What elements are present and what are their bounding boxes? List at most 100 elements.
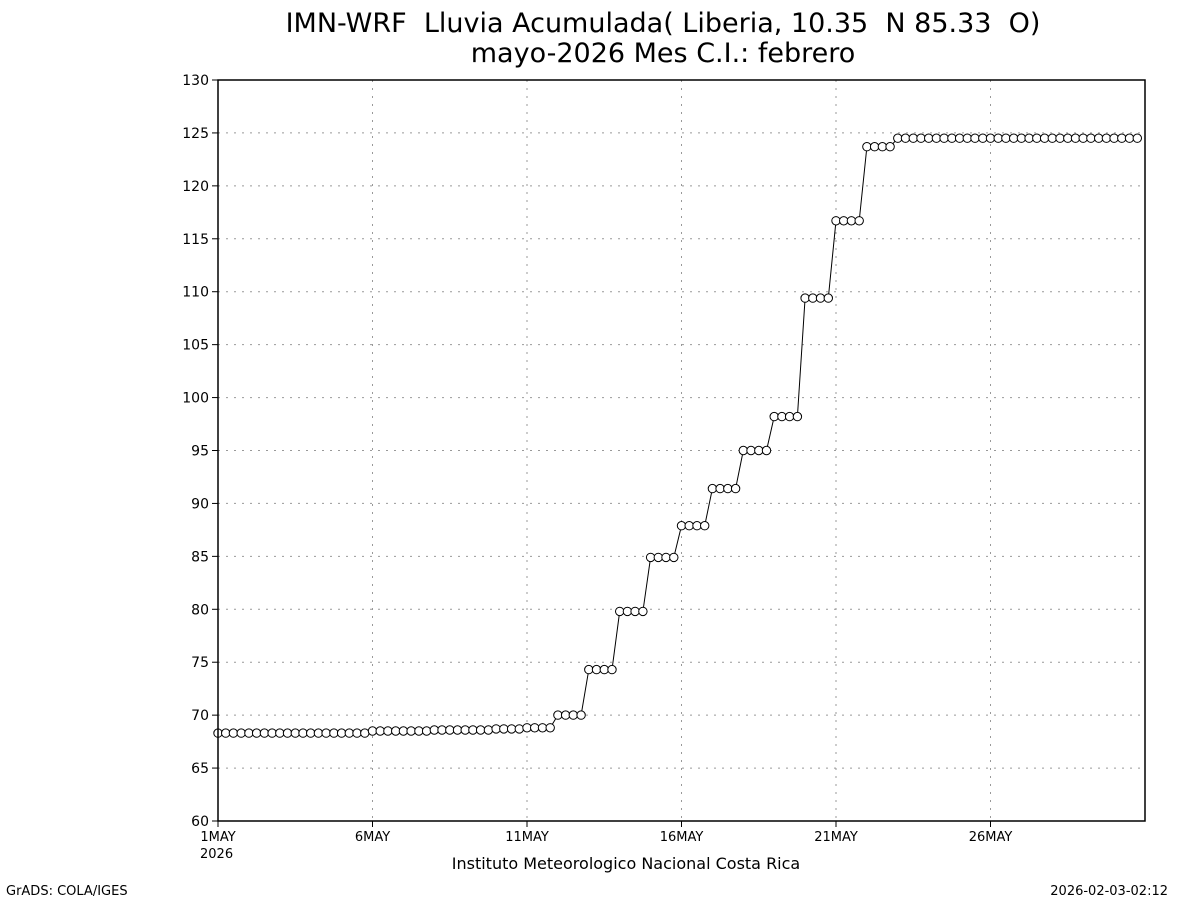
data-point [661, 552, 671, 563]
institution-label: Instituto Meteorologico Nacional Costa R… [452, 854, 800, 873]
data-point [576, 710, 586, 720]
data-point [421, 726, 432, 736]
chart-title: IMN-WRF Lluvia Acumulada( Liberia, 10.35… [286, 8, 1041, 39]
data-point [1039, 133, 1050, 143]
y-tick-label: 80 [191, 602, 209, 618]
data-point [391, 726, 401, 736]
data-point [383, 726, 393, 736]
data-point [221, 728, 231, 738]
data-point [792, 411, 803, 422]
data-point [924, 133, 934, 143]
data-point [228, 728, 239, 738]
y-axis-ticks: 60 65 70 75 80 85 90 95 100 105 110 115 120 125 130 [182, 73, 218, 830]
data-point [723, 483, 733, 494]
data-point [653, 552, 663, 563]
data-point [908, 133, 918, 143]
data-point [877, 142, 888, 152]
data-point [669, 552, 679, 563]
data-point [429, 725, 439, 735]
software-label: GrADS: COLA/IGES [6, 884, 128, 899]
data-point [568, 710, 578, 720]
data-point [367, 726, 378, 736]
data-point [236, 728, 246, 738]
data-point [885, 142, 895, 152]
data-point [993, 133, 1003, 143]
data-point [313, 728, 324, 738]
x-tick-label: 6MAY [355, 830, 390, 845]
data-point [491, 724, 501, 734]
data-point [962, 133, 972, 143]
data-point [831, 216, 841, 226]
series-markers [213, 133, 1143, 738]
data-point [738, 445, 748, 456]
data-point [622, 606, 633, 617]
data-point [1032, 133, 1042, 143]
data-point [360, 728, 370, 738]
data-point [715, 483, 725, 494]
x-axis-ticks: 1MAY 6MAY 11MAY 16MAY 21MAY 26MAY [200, 821, 1012, 845]
data-point [375, 726, 385, 736]
data-point [352, 728, 362, 738]
data-point [846, 216, 857, 226]
data-point [506, 724, 517, 734]
data-point [321, 728, 331, 738]
x-tick-label: 11MAY [505, 830, 549, 845]
data-point [344, 728, 354, 738]
data-point [1070, 133, 1081, 143]
y-tick-label: 105 [182, 338, 209, 354]
series-line [218, 137, 1138, 734]
data-point [468, 725, 478, 735]
y-tick-label: 90 [191, 496, 209, 512]
data-point [823, 293, 833, 303]
data-point [784, 411, 795, 422]
data-point [306, 728, 316, 738]
data-point [730, 483, 741, 494]
grid [218, 80, 1145, 821]
data-point [645, 552, 656, 563]
data-point [259, 728, 270, 738]
data-point [545, 723, 555, 733]
x-tick-label: 26MAY [969, 830, 1013, 845]
data-point [398, 726, 409, 736]
plot-frame [217, 79, 1146, 822]
data-point [769, 411, 779, 422]
data-point [329, 728, 339, 738]
data-point [615, 606, 625, 617]
data-point [746, 445, 756, 456]
y-tick-label: 60 [191, 814, 209, 830]
data-point [1132, 133, 1143, 143]
y-tick-label: 85 [191, 549, 209, 565]
data-point [437, 725, 447, 735]
y-tick-label: 115 [182, 232, 209, 248]
data-point [1001, 133, 1011, 143]
data-point [970, 133, 980, 143]
x-tick-label: 1MAY [200, 830, 235, 845]
data-point [275, 728, 285, 738]
data-point [985, 133, 996, 143]
data-point [414, 726, 424, 736]
chart-subtitle: mayo-2026 Mes C.I.: febrero [471, 38, 856, 69]
data-point [684, 521, 694, 531]
data-point [1109, 133, 1119, 143]
data-point [522, 723, 532, 733]
data-point [1086, 133, 1096, 143]
data-point [475, 725, 486, 735]
y-tick-label: 65 [191, 761, 209, 777]
data-point [916, 133, 926, 143]
data-point [638, 606, 648, 617]
data-point [460, 725, 470, 735]
y-tick-label: 130 [182, 73, 209, 89]
data-point [452, 725, 463, 735]
data-point [815, 293, 826, 303]
y-tick-label: 75 [191, 655, 209, 671]
data-point [1024, 133, 1034, 143]
data-point [1117, 133, 1127, 143]
data-point [290, 728, 300, 738]
data-point [707, 483, 718, 494]
data-point [893, 133, 903, 143]
data-point [591, 664, 602, 675]
data-point [1124, 133, 1135, 143]
data-point [530, 723, 540, 733]
data-point [777, 411, 787, 422]
